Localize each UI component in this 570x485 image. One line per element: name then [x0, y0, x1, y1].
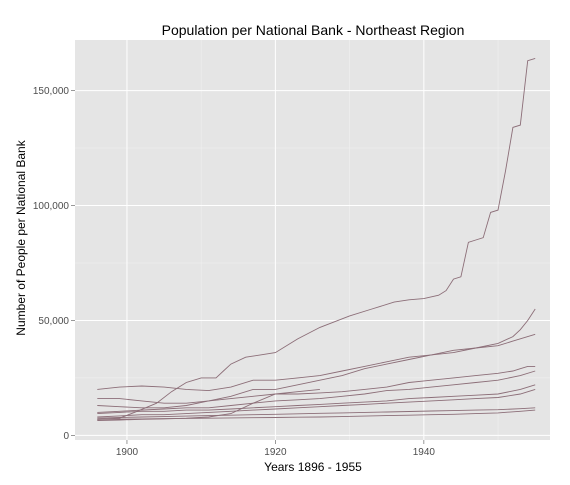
x-tick-label: 1920	[264, 447, 287, 458]
y-axis-title: Number of People per National Bank	[14, 139, 28, 335]
x-axis-title: Years 1896 - 1955	[264, 460, 362, 474]
series-line-2	[97, 308, 536, 392]
series-line-3	[97, 333, 536, 404]
y-axis-ticks: 0 50,000 100,000 150,000	[33, 86, 75, 442]
series-line-10	[97, 388, 320, 421]
x-tick-label: 1900	[116, 447, 139, 458]
series-line-7	[97, 388, 536, 418]
series-line-4	[97, 365, 536, 409]
series-line-8	[97, 407, 536, 419]
minor-gridlines	[75, 40, 550, 440]
series-lines	[97, 57, 536, 421]
y-tick-label: 150,000	[33, 86, 70, 97]
series-line-1	[97, 57, 536, 420]
major-gridlines	[75, 40, 550, 440]
x-axis-ticks: 1900 1920 1940	[116, 440, 436, 458]
y-tick-label: 100,000	[33, 201, 70, 212]
series-line-5	[97, 370, 536, 413]
series-line-6	[97, 384, 536, 415]
x-tick-label: 1940	[413, 447, 436, 458]
panel-background	[75, 40, 550, 440]
y-tick-label: 0	[63, 431, 69, 442]
y-tick-label: 50,000	[38, 316, 69, 327]
chart-title: Population per National Bank - Northeast…	[162, 22, 465, 38]
